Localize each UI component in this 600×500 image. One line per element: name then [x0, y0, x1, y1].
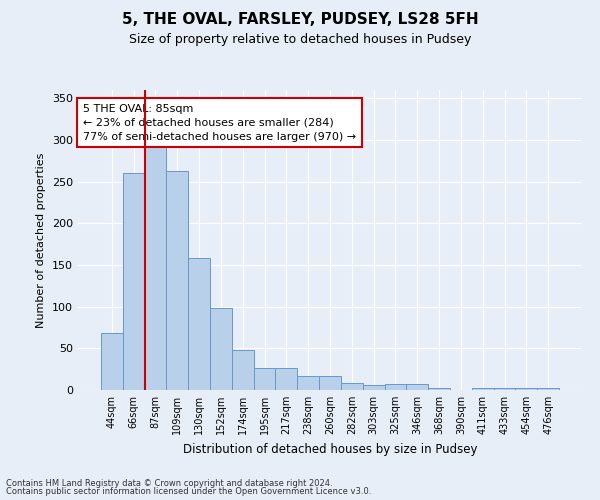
Bar — [145, 144, 166, 390]
Bar — [232, 350, 254, 390]
Bar — [494, 388, 515, 390]
Bar — [101, 332, 123, 390]
Bar — [537, 388, 559, 390]
Y-axis label: Number of detached properties: Number of detached properties — [37, 152, 46, 328]
Bar — [406, 384, 428, 390]
Bar — [428, 388, 450, 390]
Bar — [188, 258, 210, 390]
Bar — [515, 388, 537, 390]
X-axis label: Distribution of detached houses by size in Pudsey: Distribution of detached houses by size … — [183, 442, 477, 456]
Bar — [166, 171, 188, 390]
Bar — [385, 384, 406, 390]
Bar — [123, 174, 145, 390]
Bar — [254, 368, 275, 390]
Bar — [472, 388, 494, 390]
Bar — [210, 308, 232, 390]
Bar — [319, 376, 341, 390]
Text: 5 THE OVAL: 85sqm
← 23% of detached houses are smaller (284)
77% of semi-detache: 5 THE OVAL: 85sqm ← 23% of detached hous… — [83, 104, 356, 142]
Text: Size of property relative to detached houses in Pudsey: Size of property relative to detached ho… — [129, 32, 471, 46]
Bar — [363, 385, 385, 390]
Bar — [341, 384, 363, 390]
Bar — [297, 376, 319, 390]
Text: 5, THE OVAL, FARSLEY, PUDSEY, LS28 5FH: 5, THE OVAL, FARSLEY, PUDSEY, LS28 5FH — [122, 12, 478, 28]
Text: Contains public sector information licensed under the Open Government Licence v3: Contains public sector information licen… — [6, 487, 371, 496]
Bar — [275, 368, 297, 390]
Text: Contains HM Land Registry data © Crown copyright and database right 2024.: Contains HM Land Registry data © Crown c… — [6, 478, 332, 488]
